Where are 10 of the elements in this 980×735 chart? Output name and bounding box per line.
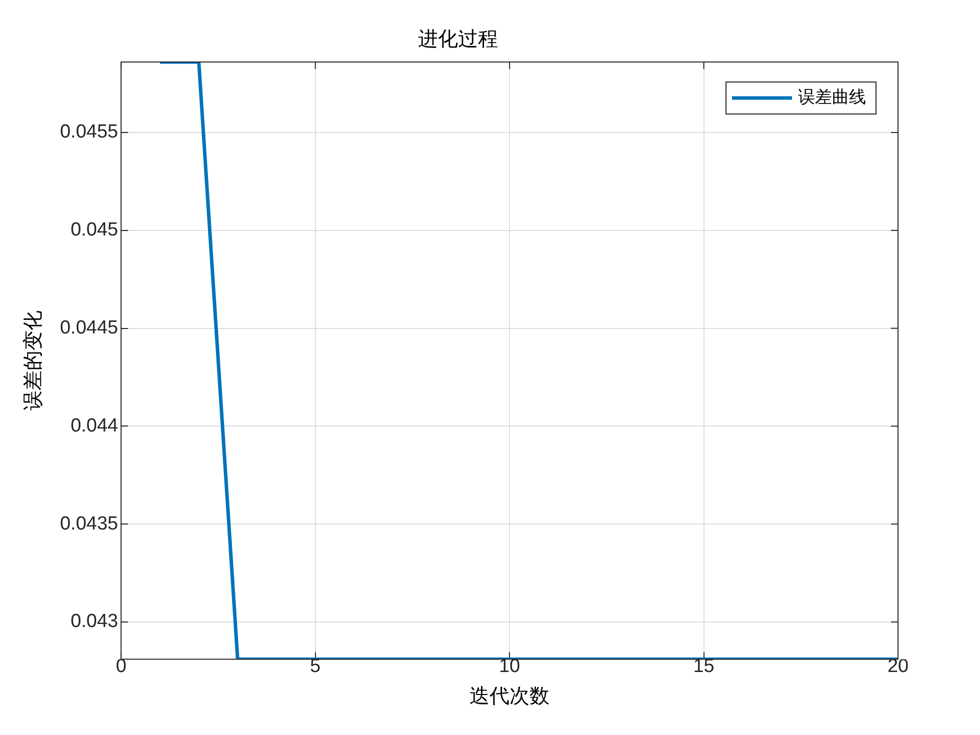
legend-label: 误差曲线 bbox=[798, 87, 866, 106]
x-axis-title: 迭代次数 bbox=[470, 685, 550, 708]
y-tick-label: 0.0445 bbox=[60, 318, 118, 339]
y-axis-title: 误差的变化 bbox=[22, 310, 44, 411]
chart-title: 进化过程 bbox=[418, 28, 498, 50]
y-tick-label: 0.043 bbox=[70, 611, 118, 632]
y-tick-label: 0.0455 bbox=[60, 122, 118, 143]
y-tick-label: 0.044 bbox=[70, 415, 119, 436]
y-tick-label: 0.0435 bbox=[60, 513, 118, 534]
y-tick-label: 0.045 bbox=[70, 220, 118, 241]
